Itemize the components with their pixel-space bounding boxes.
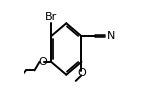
- Text: Br: Br: [45, 12, 57, 22]
- Text: N: N: [106, 31, 115, 41]
- Text: O: O: [38, 57, 47, 67]
- Text: O: O: [77, 68, 86, 78]
